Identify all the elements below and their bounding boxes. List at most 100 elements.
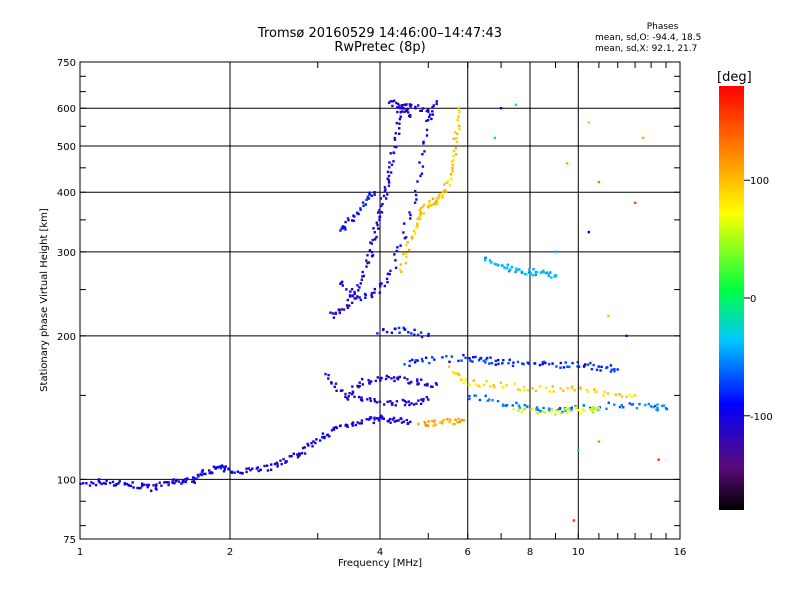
- echo-point: [367, 379, 370, 382]
- echo-point: [165, 481, 168, 484]
- echo-point: [662, 404, 666, 407]
- echo-point: [301, 446, 305, 450]
- echo-point: [661, 404, 664, 408]
- echo-point: [112, 484, 116, 487]
- echo-point: [387, 101, 391, 104]
- echo-point: [177, 480, 181, 483]
- echo-point: [413, 328, 416, 332]
- echo-point: [383, 186, 387, 189]
- echo-point: [409, 114, 412, 117]
- echo-point: [424, 356, 428, 359]
- echo-point: [341, 389, 344, 392]
- echo-point: [391, 104, 394, 108]
- echo-point: [417, 104, 420, 107]
- echo-point: [428, 113, 432, 116]
- echo-point: [348, 304, 351, 307]
- echo-point: [448, 360, 451, 363]
- echo-point: [420, 398, 423, 401]
- echo-point: [323, 436, 326, 440]
- echo-point: [515, 269, 518, 272]
- echo-point: [378, 400, 382, 404]
- echo-point: [425, 128, 429, 132]
- echo-point: [523, 385, 526, 389]
- echo-point: [482, 384, 485, 387]
- echo-point: [545, 271, 548, 275]
- echo-point: [459, 378, 463, 381]
- echo-point: [450, 355, 454, 358]
- echo-point: [427, 420, 430, 423]
- echo-point: [137, 487, 141, 490]
- echo-point: [420, 378, 423, 381]
- echo-point: [154, 487, 157, 490]
- echo-point: [230, 470, 233, 473]
- echo-point: [541, 410, 544, 413]
- echo-point: [382, 328, 385, 332]
- echo-point: [441, 196, 444, 199]
- echo-point: [409, 105, 412, 108]
- echo-point: [345, 288, 348, 291]
- phase-stats-x: mean, sd,X: 92.1, 21.7: [595, 44, 698, 54]
- echo-point: [381, 417, 384, 420]
- echo-point: [351, 391, 355, 394]
- echo-point: [422, 212, 425, 215]
- echo-point: [527, 362, 530, 365]
- echo-point: [327, 377, 330, 380]
- echo-point: [577, 449, 580, 452]
- echo-point: [554, 413, 557, 416]
- echo-point: [415, 402, 418, 405]
- echo-point: [160, 484, 163, 487]
- echo-point: [385, 197, 388, 200]
- echo-point: [410, 237, 414, 240]
- echo-point: [422, 142, 425, 145]
- echo-point: [566, 387, 569, 390]
- echo-point: [422, 203, 426, 207]
- echo-point: [395, 400, 399, 403]
- echo-point: [405, 255, 408, 259]
- echo-point: [488, 398, 491, 401]
- echo-point: [150, 489, 153, 492]
- echo-point: [351, 424, 354, 427]
- echo-point: [249, 469, 252, 472]
- echo-point: [462, 354, 465, 357]
- echo-point: [584, 363, 587, 366]
- echo-point: [419, 214, 422, 217]
- echo-point: [458, 111, 461, 114]
- echo-point: [547, 407, 551, 410]
- echo-point: [427, 332, 430, 336]
- echo-point: [554, 409, 558, 412]
- echo-point: [163, 481, 166, 484]
- echo-point: [559, 411, 563, 415]
- echo-point: [115, 483, 118, 486]
- echo-point: [482, 359, 485, 362]
- echo-point: [587, 390, 590, 394]
- echo-point: [377, 227, 380, 230]
- y-tick-label: 200: [57, 332, 76, 343]
- echo-point: [427, 118, 430, 122]
- echo-point: [656, 403, 659, 406]
- echo-point: [236, 470, 240, 473]
- echo-point: [526, 389, 530, 392]
- echo-point: [493, 386, 496, 389]
- echo-point: [373, 418, 376, 421]
- echo-point: [399, 263, 402, 266]
- echo-point: [468, 394, 471, 398]
- echo-point: [256, 466, 259, 469]
- echo-point: [396, 110, 399, 114]
- echo-point: [592, 363, 595, 367]
- echo-point: [527, 268, 531, 271]
- echo-point: [125, 482, 128, 486]
- echo-point: [393, 138, 397, 141]
- echo-point: [413, 361, 417, 364]
- echo-point: [351, 301, 354, 304]
- echo-point: [379, 285, 382, 288]
- echo-point: [551, 362, 554, 365]
- echo-point: [425, 119, 428, 123]
- echo-point: [417, 216, 420, 219]
- echo-point: [408, 364, 411, 367]
- echo-point: [554, 274, 557, 277]
- echo-point: [370, 295, 374, 299]
- echo-point: [251, 467, 254, 470]
- echo-point: [315, 438, 318, 441]
- echo-point: [373, 193, 376, 196]
- echo-point: [454, 418, 457, 421]
